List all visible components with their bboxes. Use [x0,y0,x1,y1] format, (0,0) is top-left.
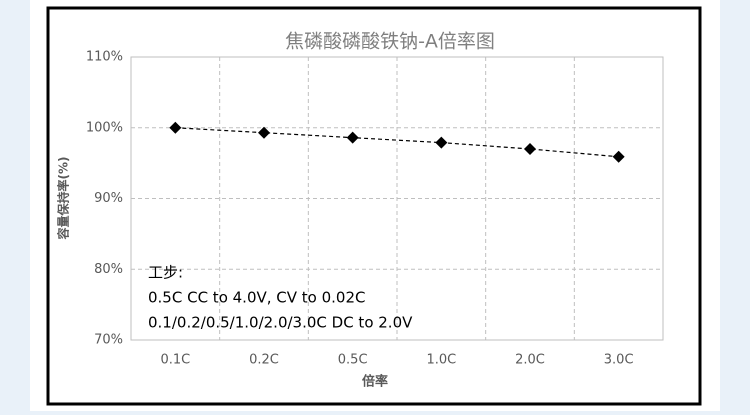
point [258,126,270,139]
y-tick-label: 80% [94,262,123,277]
point [346,131,359,144]
y-tick-label: 90% [94,191,123,206]
chart-border [46,6,702,406]
panel [30,0,720,411]
x-tick-label: 1.0C [426,353,456,368]
point [435,136,448,149]
x-tick-label: 2.0C [515,353,545,368]
x-tick-label: 0.2C [249,353,279,368]
y-tick-label: 100% [86,120,123,135]
annotation: 工步: [148,264,183,282]
point [612,150,625,163]
annotation: 0.1/0.2/0.5/1.0/2.0/3.0C DC to 2.0V [148,314,413,332]
point [169,121,182,134]
y-tick-label: 70% [94,333,123,348]
x-tick-label: 0.1C [160,353,190,368]
plot-border [130,56,664,341]
x-axis-label: 倍率 [362,374,388,390]
y-tick-label: 110% [86,50,123,65]
point [524,142,536,155]
y-axis-label: 容量保持率(%) [56,157,71,241]
annotation: 0.5C CC to 4.0V, CV to 0.02C [148,289,366,307]
x-tick-label: 3.0C [604,353,634,368]
chart-title: 焦磷酸磷酸铁钠-A倍率图 [285,31,495,53]
x-tick-label: 0.5C [338,353,368,368]
